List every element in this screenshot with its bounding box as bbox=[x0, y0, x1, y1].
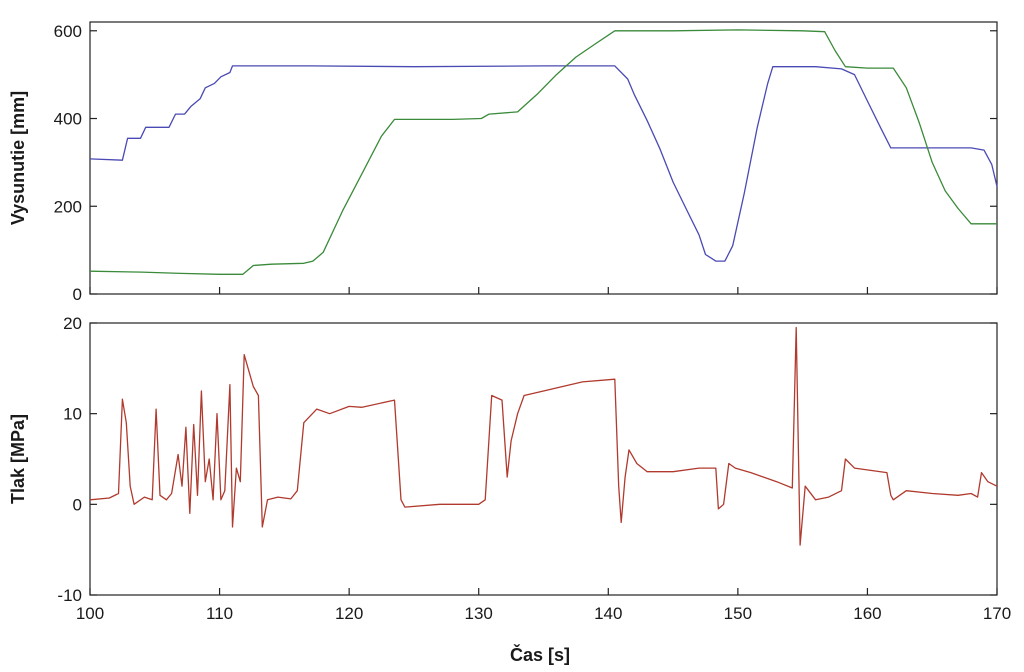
displacement-y-tick-label: 0 bbox=[73, 285, 82, 304]
displacement-series-group bbox=[89, 29, 998, 275]
pressure-x-tick-label: 140 bbox=[594, 604, 622, 623]
pressure-y-axis-label: Tlak [MPa] bbox=[8, 414, 28, 504]
pressure-y-tick-label: 10 bbox=[63, 405, 82, 424]
pressure-plot-frame bbox=[89, 322, 998, 596]
pressure-axis-ticks: -10 0 10 20 100 110 120 130 140 150 160 170 bbox=[57, 314, 1011, 623]
pressure-x-tick-label: 100 bbox=[76, 604, 104, 623]
displacement-y-axis-label: Vysunutie [mm] bbox=[8, 91, 28, 225]
pressure-y-tick-label: -10 bbox=[57, 586, 82, 605]
pressure-x-tick-label: 110 bbox=[206, 604, 233, 623]
pressure-y-tick-label: 0 bbox=[73, 495, 82, 514]
pressure-x-tick-label: 120 bbox=[335, 604, 363, 623]
pressure-series-group bbox=[89, 326, 998, 546]
pressure-panel: -10 0 10 20 100 110 120 130 140 150 160 170 Tlak [M… bbox=[8, 314, 1011, 623]
pressure-x-tick-label: 160 bbox=[853, 604, 881, 623]
displacement-plot-frame bbox=[89, 21, 998, 295]
pressure-x-tick-label: 130 bbox=[465, 604, 493, 623]
displacement-series-line-2 bbox=[89, 29, 997, 275]
displacement-y-tick-label: 200 bbox=[54, 197, 82, 216]
displacement-series-line-1 bbox=[89, 65, 998, 262]
displacement-y-tick-label: 600 bbox=[54, 22, 82, 41]
time-x-axis-label: Čas [s] bbox=[510, 644, 570, 665]
displacement-y-tick-label: 400 bbox=[54, 110, 82, 129]
pressure-y-tick-label: 20 bbox=[63, 314, 82, 333]
pressure-series-line-1 bbox=[89, 326, 998, 546]
pressure-x-tick-label: 150 bbox=[724, 604, 752, 623]
displacement-axis-ticks: 0 200 400 600 bbox=[54, 22, 998, 304]
displacement-panel: 0 200 400 600 Vysunutie [mm] bbox=[8, 21, 998, 304]
pressure-x-tick-label: 170 bbox=[983, 604, 1011, 623]
